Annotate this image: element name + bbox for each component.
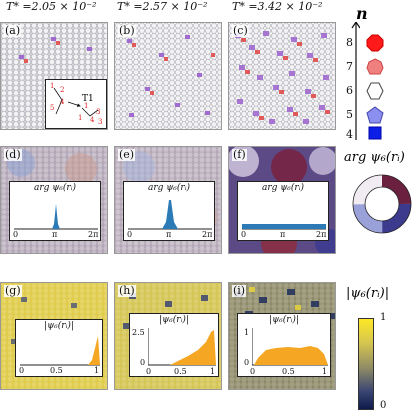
t1-num-9: 3: [98, 118, 103, 126]
inset-f: arg ψ₆(rᵢ) 0 π 2π: [237, 181, 329, 241]
phase-legend-label: arg ψ₆(rᵢ): [344, 150, 405, 165]
t1-num-4: 5: [50, 104, 55, 112]
t1-num-3: 4: [60, 98, 65, 106]
phase-ring-icon: [352, 174, 412, 234]
hist-i: [252, 328, 328, 366]
legend-n-6: 6: [346, 84, 353, 97]
octagon-icon: [366, 34, 384, 52]
inset-h-tick-05: 0.5: [174, 367, 187, 376]
lattice-b: [115, 23, 221, 129]
inset-f-tick-0: 0: [241, 230, 247, 239]
inset-h-title: |ψ₆(rᵢ)|: [159, 315, 189, 325]
inset-f-title: arg ψ₆(rᵢ): [261, 183, 305, 193]
panel-label-a: (a): [4, 24, 22, 37]
square-icon: [368, 126, 382, 140]
mag-colorbar-tick-0: 0: [380, 400, 387, 411]
t1-num-7: 1: [78, 114, 83, 122]
panel-label-e: (e): [118, 148, 136, 161]
t1-num-6: 3: [96, 108, 101, 116]
legend-n-5: 5: [346, 108, 353, 121]
inset-i-ytick-0: 0: [244, 358, 250, 367]
hist-h: [148, 328, 216, 366]
hist-e: [128, 200, 212, 230]
inset-i: |ψ₆(rᵢ)| 1 0 0 0.5 1: [237, 313, 331, 377]
panel-d: arg ψ₆(rᵢ) 0 π 2π (d): [0, 146, 108, 254]
t1-num-1: 1: [50, 82, 55, 90]
inset-e-tick-2pi: 2π: [202, 230, 213, 239]
inset-g-title: |ψ₆(rᵢ)|: [44, 321, 74, 331]
panel-label-g: (g): [4, 284, 22, 297]
inset-i-title: |ψ₆(rᵢ)|: [269, 315, 299, 325]
hist-f: [242, 224, 326, 230]
inset-h-tick-1: 1: [210, 367, 216, 376]
inset-d-tick-0: 0: [13, 230, 19, 239]
panel-g: |ψ₆(rᵢ)| 0 0.5 1 (g): [0, 282, 108, 390]
inset-e-tick-0: 0: [127, 230, 133, 239]
inset-g-tick-0: 0: [19, 366, 25, 375]
t1-inset: T1 1 2 4 5 1 3 1 4 3: [45, 79, 107, 129]
inset-d-title: arg ψ₆(rᵢ): [33, 183, 77, 193]
inset-i-tick-1: 1: [322, 367, 328, 376]
inset-h-ytick-0: 0: [140, 358, 146, 367]
inset-g-tick-05: 0.5: [50, 366, 63, 375]
legend-n-7: 7: [346, 60, 353, 73]
lattice-c: [229, 23, 335, 129]
panel-b: (b): [114, 22, 222, 130]
inset-f-tick-pi: π: [280, 230, 286, 239]
mag-colorbar: [358, 318, 374, 410]
t1-num-2: 2: [60, 86, 65, 94]
panel-f: arg ψ₆(rᵢ) 0 π 2π (f): [228, 146, 336, 254]
panel-label-h: (h): [118, 284, 136, 297]
inset-d-tick-pi: π: [52, 230, 58, 239]
inset-f-tick-2pi: 2π: [316, 230, 327, 239]
inset-h-ytick-top: 2.5: [132, 328, 145, 337]
inset-i-tick-05: 0.5: [282, 367, 295, 376]
hist-g: [20, 336, 100, 366]
panel-label-d: (d): [4, 148, 22, 161]
inset-d: arg ψ₆(rᵢ) 0 π 2π: [9, 181, 101, 241]
panel-label-f: (f): [232, 148, 247, 161]
hist-d: [14, 204, 98, 230]
inset-g: |ψ₆(rᵢ)| 0 0.5 1: [15, 319, 103, 377]
inset-i-tick-0: 0: [250, 367, 256, 376]
inset-e-tick-pi: π: [166, 230, 172, 239]
t1-diagram: [53, 87, 99, 117]
legend-n-4: 4: [346, 128, 353, 141]
inset-e-title: arg ψ₆(rᵢ): [147, 183, 191, 193]
panel-label-c: (c): [232, 24, 249, 37]
mag-legend-label: |ψ₆(rᵢ)|: [346, 286, 390, 301]
t1-num-5: 1: [84, 102, 89, 110]
temp-label-b: T* =2.57 × 10⁻²: [117, 0, 208, 13]
panel-i: |ψ₆(rᵢ)| 1 0 0 0.5 1 (i): [228, 282, 336, 390]
inset-d-tick-2pi: 2π: [88, 230, 99, 239]
hexagon-icon: [366, 82, 384, 100]
inset-i-ytick-top: 1: [244, 328, 250, 337]
panel-label-b: (b): [118, 24, 136, 37]
panel-e: arg ψ₆(rᵢ) 0 π 2π (e): [114, 146, 222, 254]
panel-label-i: (i): [232, 284, 247, 297]
inset-e: arg ψ₆(rᵢ) 0 π 2π: [123, 181, 215, 241]
t1-num-8: 4: [90, 116, 95, 124]
legend-n-axis: [351, 22, 360, 140]
panel-a: T1 1 2 4 5 1 3 1 4 3 (a): [0, 22, 108, 130]
legend-n-8: 8: [346, 36, 353, 49]
inset-g-tick-1: 1: [94, 366, 100, 375]
panel-c: (c): [228, 22, 336, 130]
mag-colorbar-tick-1: 1: [380, 312, 387, 323]
legend-n-title: n: [356, 4, 368, 23]
heptagon-icon: [366, 58, 384, 75]
inset-h-tick-0: 0: [146, 367, 152, 376]
inset-h: |ψ₆(rᵢ)| 2.5 0 0 0.5 1: [129, 313, 219, 377]
panel-h: |ψ₆(rᵢ)| 2.5 0 0 0.5 1 (h): [114, 282, 222, 390]
temp-label-a: T* =2.05 × 10⁻²: [6, 0, 97, 13]
pentagon-icon: [366, 106, 384, 124]
temp-label-c: T* =3.42 × 10⁻²: [232, 0, 323, 13]
t1-label: T1: [82, 94, 94, 104]
